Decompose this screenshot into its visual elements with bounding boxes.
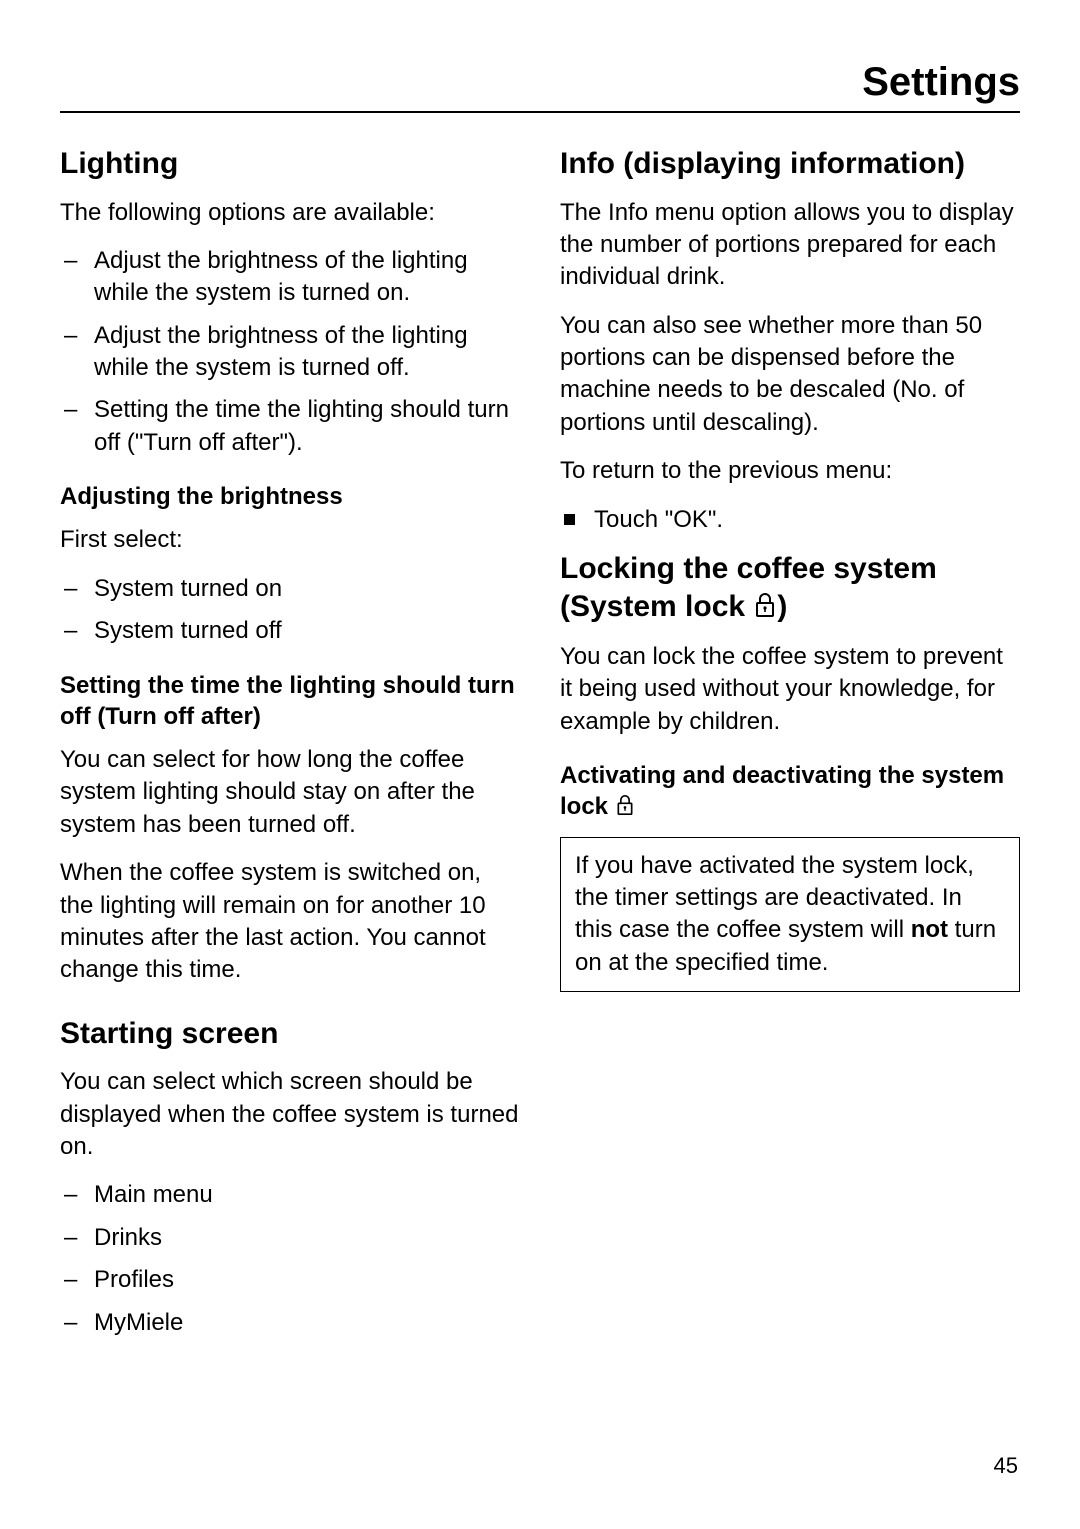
list-item: System turned on (60, 573, 520, 605)
list-item: Adjust the brightness of the lighting wh… (60, 320, 520, 385)
lighting-heading: Lighting (60, 145, 520, 183)
page-title-wrap: Settings (60, 60, 1020, 113)
columns: Lighting The following options are avail… (60, 141, 1020, 1353)
starting-screen-intro: You can select which screen should be di… (60, 1066, 520, 1163)
first-select-text: First select: (60, 524, 520, 556)
list-item: Main menu (60, 1179, 520, 1211)
turn-off-p1: You can select for how long the coffee s… (60, 744, 520, 841)
list-item: Touch "OK". (560, 504, 1020, 536)
page-title: Settings (60, 60, 1020, 105)
left-column: Lighting The following options are avail… (60, 141, 520, 1353)
activating-lock-heading: Activating and deactivating the system l… (560, 760, 1020, 824)
info-p2: You can also see whether more than 50 po… (560, 310, 1020, 440)
system-lock-heading-a: Locking the coffee system (System lock (560, 552, 937, 623)
lock-icon (615, 793, 635, 824)
adjusting-brightness-heading: Adjusting the brightness (60, 481, 520, 512)
note-box: If you have activated the system lock, t… (560, 837, 1020, 993)
page-number: 45 (994, 1453, 1018, 1479)
lock-icon (753, 590, 777, 628)
info-heading: Info (displaying information) (560, 145, 1020, 183)
list-item: Setting the time the lighting should tur… (60, 394, 520, 459)
list-item: Adjust the brightness of the lighting wh… (60, 245, 520, 310)
system-lock-heading-b: ) (777, 590, 787, 623)
starting-screen-list: Main menu Drinks Profiles MyMiele (60, 1179, 520, 1339)
starting-screen-heading: Starting screen (60, 1015, 520, 1053)
info-p1: The Info menu option allows you to displ… (560, 197, 1020, 294)
turn-off-p2: When the coffee system is switched on, t… (60, 857, 520, 987)
info-p3: To return to the previous menu: (560, 455, 1020, 487)
list-item: Profiles (60, 1264, 520, 1296)
system-lock-heading: Locking the coffee system (System lock ) (560, 550, 1020, 627)
system-lock-p1: You can lock the coffee system to preven… (560, 641, 1020, 738)
right-column: Info (displaying information) The Info m… (560, 141, 1020, 1353)
list-item: System turned off (60, 615, 520, 647)
brightness-select-list: System turned on System turned off (60, 573, 520, 648)
list-item: MyMiele (60, 1307, 520, 1339)
turn-off-after-heading: Setting the time the lighting should tur… (60, 670, 520, 732)
note-strong: not (911, 916, 948, 943)
list-item: Drinks (60, 1222, 520, 1254)
info-action-list: Touch "OK". (560, 504, 1020, 536)
manual-page: Settings Lighting The following options … (0, 0, 1080, 1529)
lighting-options: Adjust the brightness of the lighting wh… (60, 245, 520, 459)
lighting-intro: The following options are available: (60, 197, 520, 229)
